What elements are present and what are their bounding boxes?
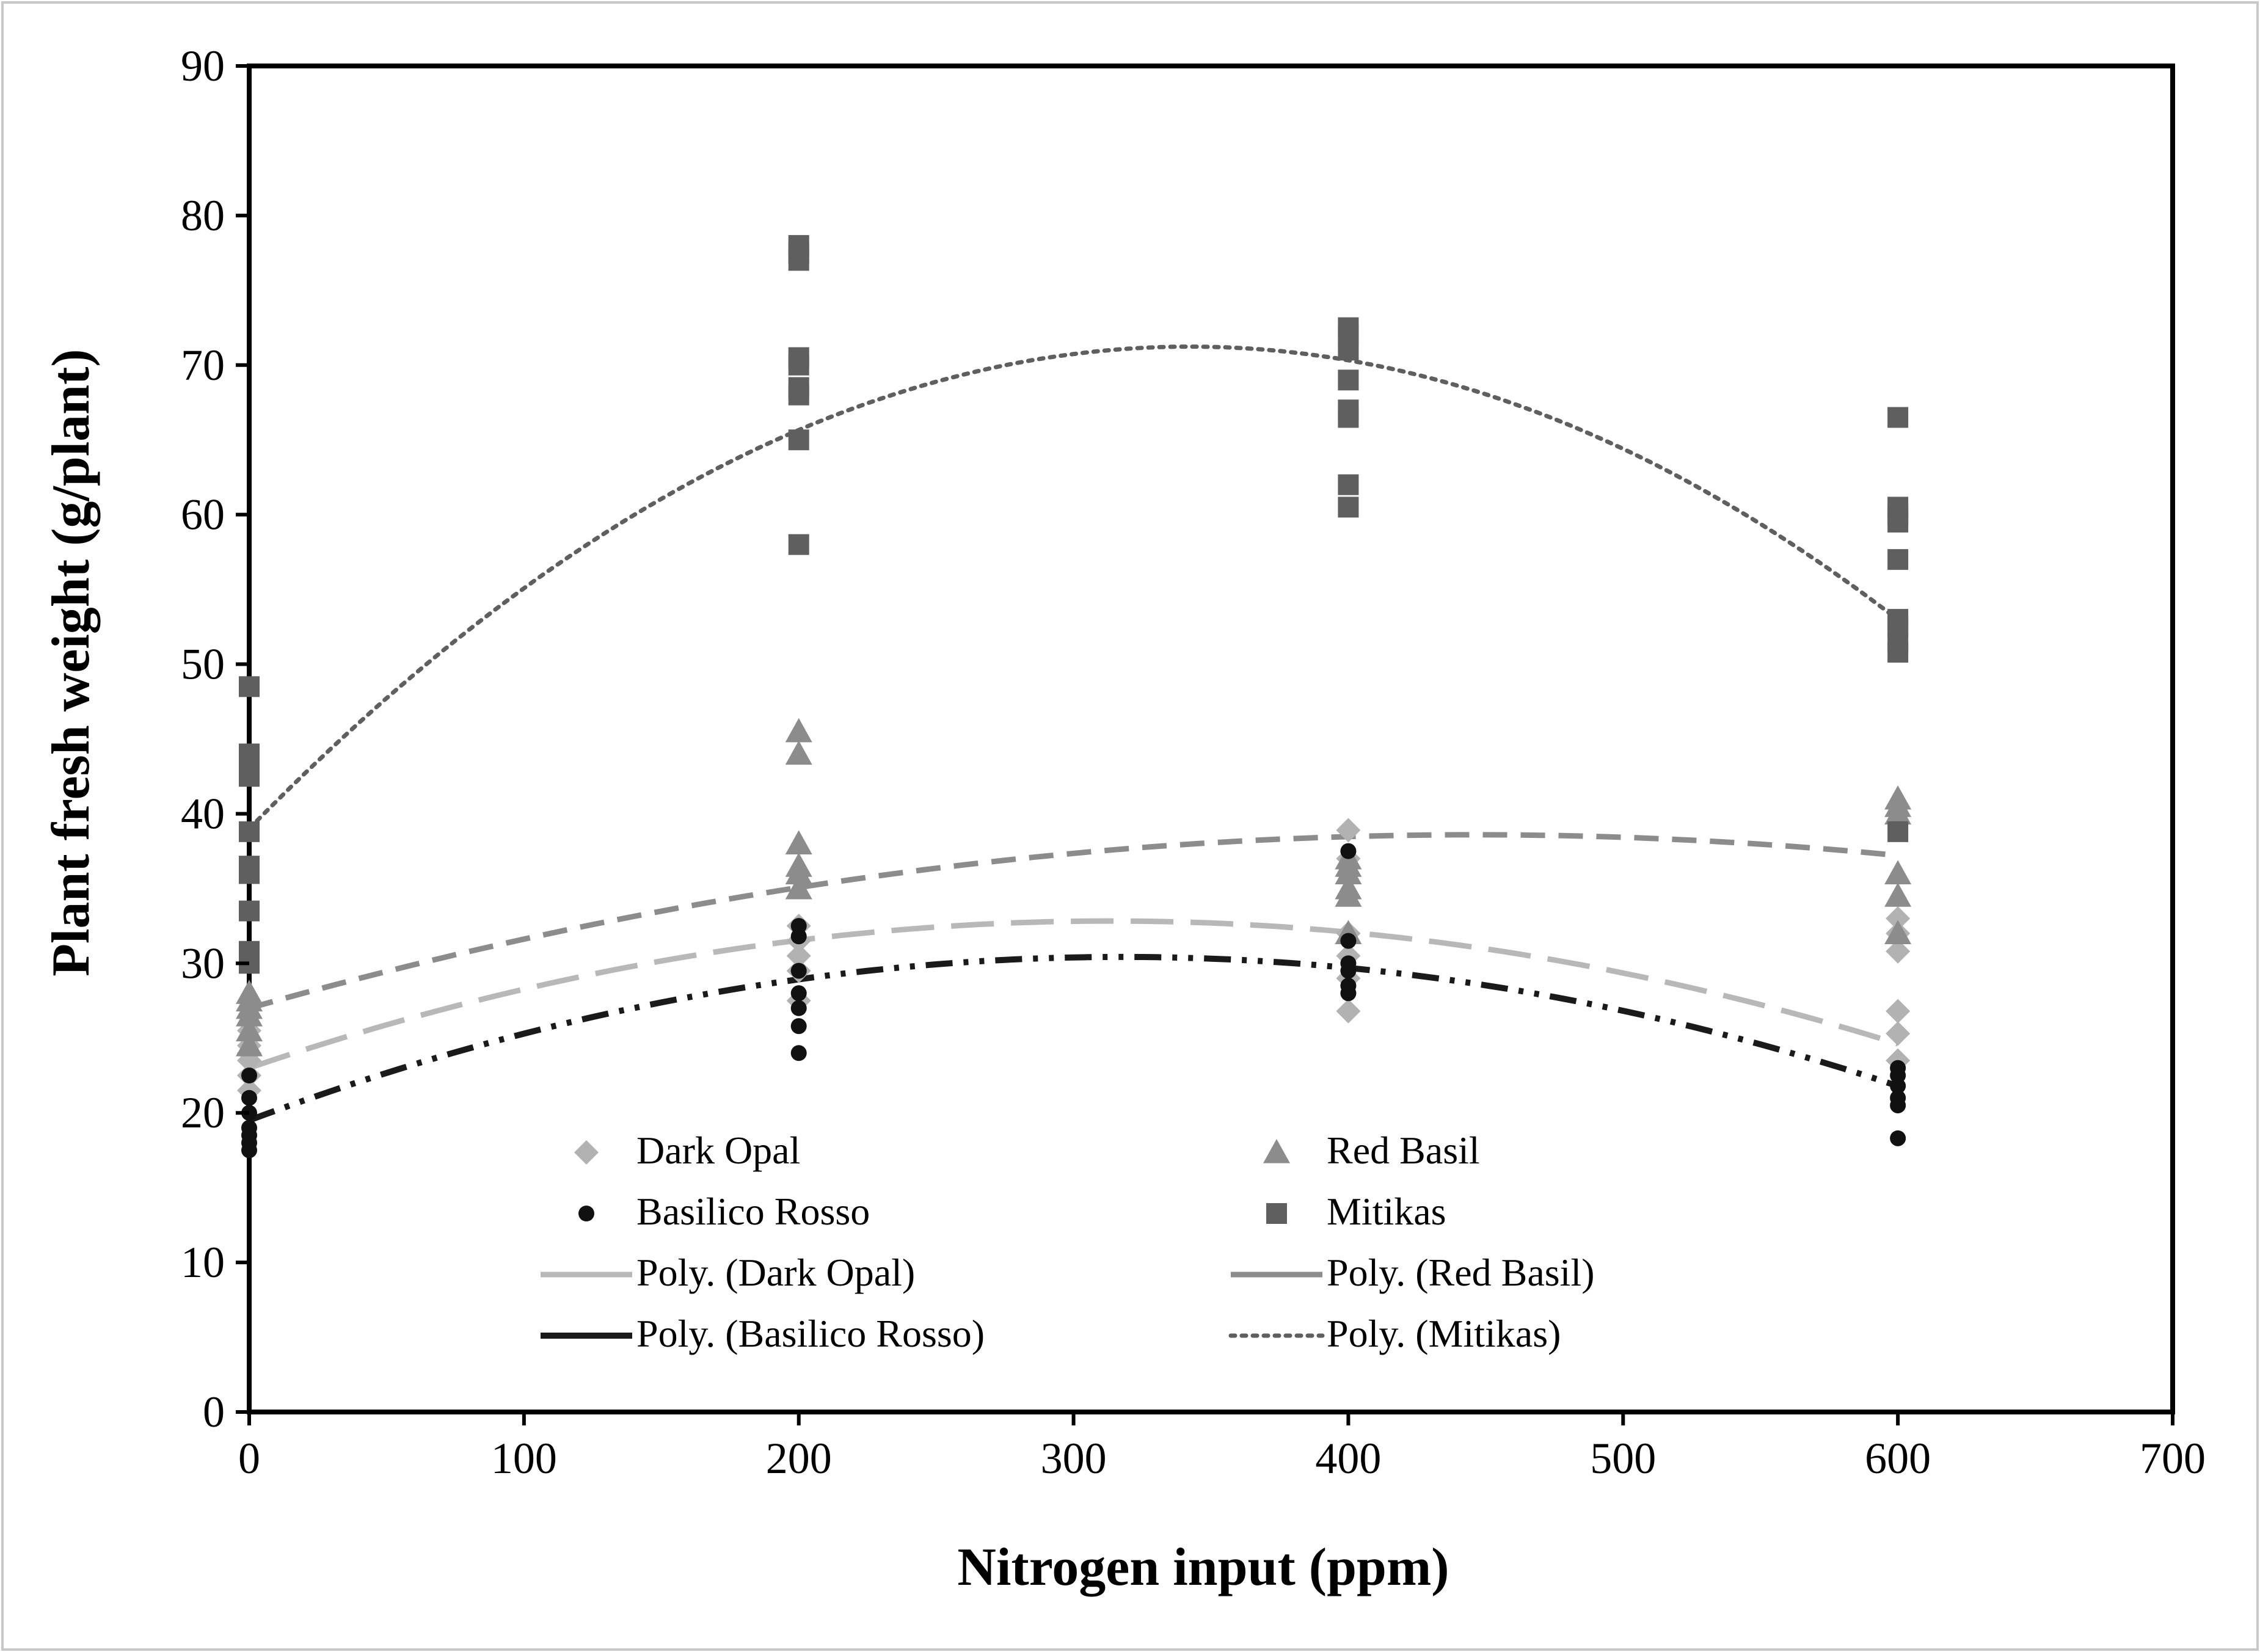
point-basilico-rosso: [241, 1068, 257, 1083]
point-red-basil: [236, 980, 263, 1004]
point-basilico-rosso: [1340, 955, 1357, 972]
point-mitikas: [1887, 497, 1909, 518]
y-tick-label: 50: [181, 640, 225, 689]
point-basilico-rosso: [790, 962, 807, 979]
trendline: [248, 918, 1899, 1071]
point-basilico-rosso: [241, 1090, 257, 1106]
trendline: [248, 832, 1898, 1011]
point-dark-opal: [1336, 999, 1361, 1024]
point-basilico-rosso: [1890, 1090, 1906, 1106]
point-mitikas: [1887, 821, 1909, 842]
point-mitikas: [788, 347, 809, 368]
point-red-basil: [236, 1017, 263, 1042]
trendline: [248, 953, 1899, 1124]
y-tick-label: 10: [181, 1238, 225, 1287]
point-mitikas: [239, 821, 260, 842]
x-tick-label: 600: [1865, 1434, 1931, 1483]
point-mitikas: [788, 377, 809, 398]
point-red-basil: [785, 740, 812, 765]
x-tick-label: 100: [491, 1434, 557, 1483]
legend-label: Dark Opal: [636, 1129, 800, 1172]
point-mitikas: [239, 900, 260, 922]
x-tick-label: 300: [1041, 1434, 1107, 1483]
point-red-basil: [1884, 920, 1912, 944]
x-axis-title: Nitrogen input (ppm): [957, 1538, 1449, 1597]
point-mitikas: [1338, 474, 1359, 495]
point-dark-opal: [1886, 906, 1911, 931]
legend-label: Poly. (Dark Opal): [636, 1251, 915, 1294]
point-red-basil: [785, 875, 812, 900]
point-basilico-rosso: [790, 1045, 807, 1061]
x-tick-label: 200: [766, 1434, 832, 1483]
legend-label: Poly. (Basilico Rosso): [636, 1312, 985, 1355]
point-basilico-rosso: [241, 1119, 257, 1136]
point-mitikas: [239, 676, 260, 697]
x-tick-label: 400: [1315, 1434, 1381, 1483]
y-tick-label: 70: [181, 341, 225, 390]
point-mitikas: [239, 743, 260, 765]
legend-swatch: [578, 1206, 594, 1221]
point-red-basil: [1884, 785, 1912, 810]
point-mitikas: [1887, 407, 1909, 428]
x-tick-label: 500: [1590, 1434, 1656, 1483]
point-red-basil: [1884, 882, 1912, 907]
trendline: [247, 344, 1900, 831]
point-red-basil: [785, 853, 812, 877]
point-mitikas: [1338, 369, 1359, 391]
y-tick-label: 40: [181, 789, 225, 838]
point-dark-opal: [1336, 818, 1361, 843]
point-mitikas: [1338, 497, 1359, 518]
point-basilico-rosso: [790, 985, 807, 1002]
legend-swatch: [574, 1140, 599, 1165]
point-basilico-rosso: [1890, 1130, 1906, 1146]
point-dark-opal: [786, 944, 811, 969]
y-tick-label: 90: [181, 42, 225, 90]
y-tick-label: 0: [203, 1388, 225, 1436]
point-mitikas: [239, 941, 260, 962]
point-mitikas: [788, 235, 809, 256]
point-mitikas: [1338, 399, 1359, 421]
point-mitikas: [1887, 609, 1909, 630]
point-red-basil: [1884, 860, 1912, 884]
point-basilico-rosso: [1890, 1060, 1906, 1076]
y-tick-label: 80: [181, 191, 225, 240]
point-basilico-rosso: [1340, 843, 1357, 859]
y-tick-label: 20: [181, 1088, 225, 1137]
legend-label: Poly. (Mitikas): [1327, 1312, 1561, 1355]
point-basilico-rosso: [790, 1000, 807, 1016]
legend-label: Mitikas: [1327, 1190, 1446, 1233]
point-basilico-rosso: [1340, 933, 1357, 949]
x-tick-label: 0: [238, 1434, 260, 1483]
point-mitikas: [1887, 549, 1909, 570]
legend-swatch: [1266, 1203, 1287, 1224]
legend-label: Poly. (Red Basil): [1327, 1251, 1595, 1294]
point-red-basil: [785, 830, 812, 855]
point-dark-opal: [1886, 939, 1911, 964]
x-tick-label: 700: [2140, 1434, 2206, 1483]
plot-frame: [247, 64, 2175, 1414]
y-tick-label: 30: [181, 939, 225, 988]
y-axis-title: Plant fresh weight (g/plant): [42, 349, 101, 976]
point-red-basil: [1335, 875, 1362, 900]
point-basilico-rosso: [790, 918, 807, 934]
point-dark-opal: [1886, 1021, 1911, 1046]
point-basilico-rosso: [1340, 978, 1357, 994]
legend-label: Red Basil: [1327, 1129, 1480, 1172]
point-red-basil: [236, 1032, 263, 1057]
point-basilico-rosso: [790, 1018, 807, 1035]
legend-label: Basilico Rosso: [636, 1190, 870, 1233]
point-mitikas: [788, 534, 809, 555]
y-tick-label: 60: [181, 490, 225, 539]
point-mitikas: [788, 429, 809, 451]
legend-swatch: [1263, 1139, 1290, 1163]
point-mitikas: [1338, 317, 1359, 338]
point-red-basil: [785, 718, 812, 743]
point-dark-opal: [1886, 999, 1911, 1024]
point-mitikas: [239, 856, 260, 877]
